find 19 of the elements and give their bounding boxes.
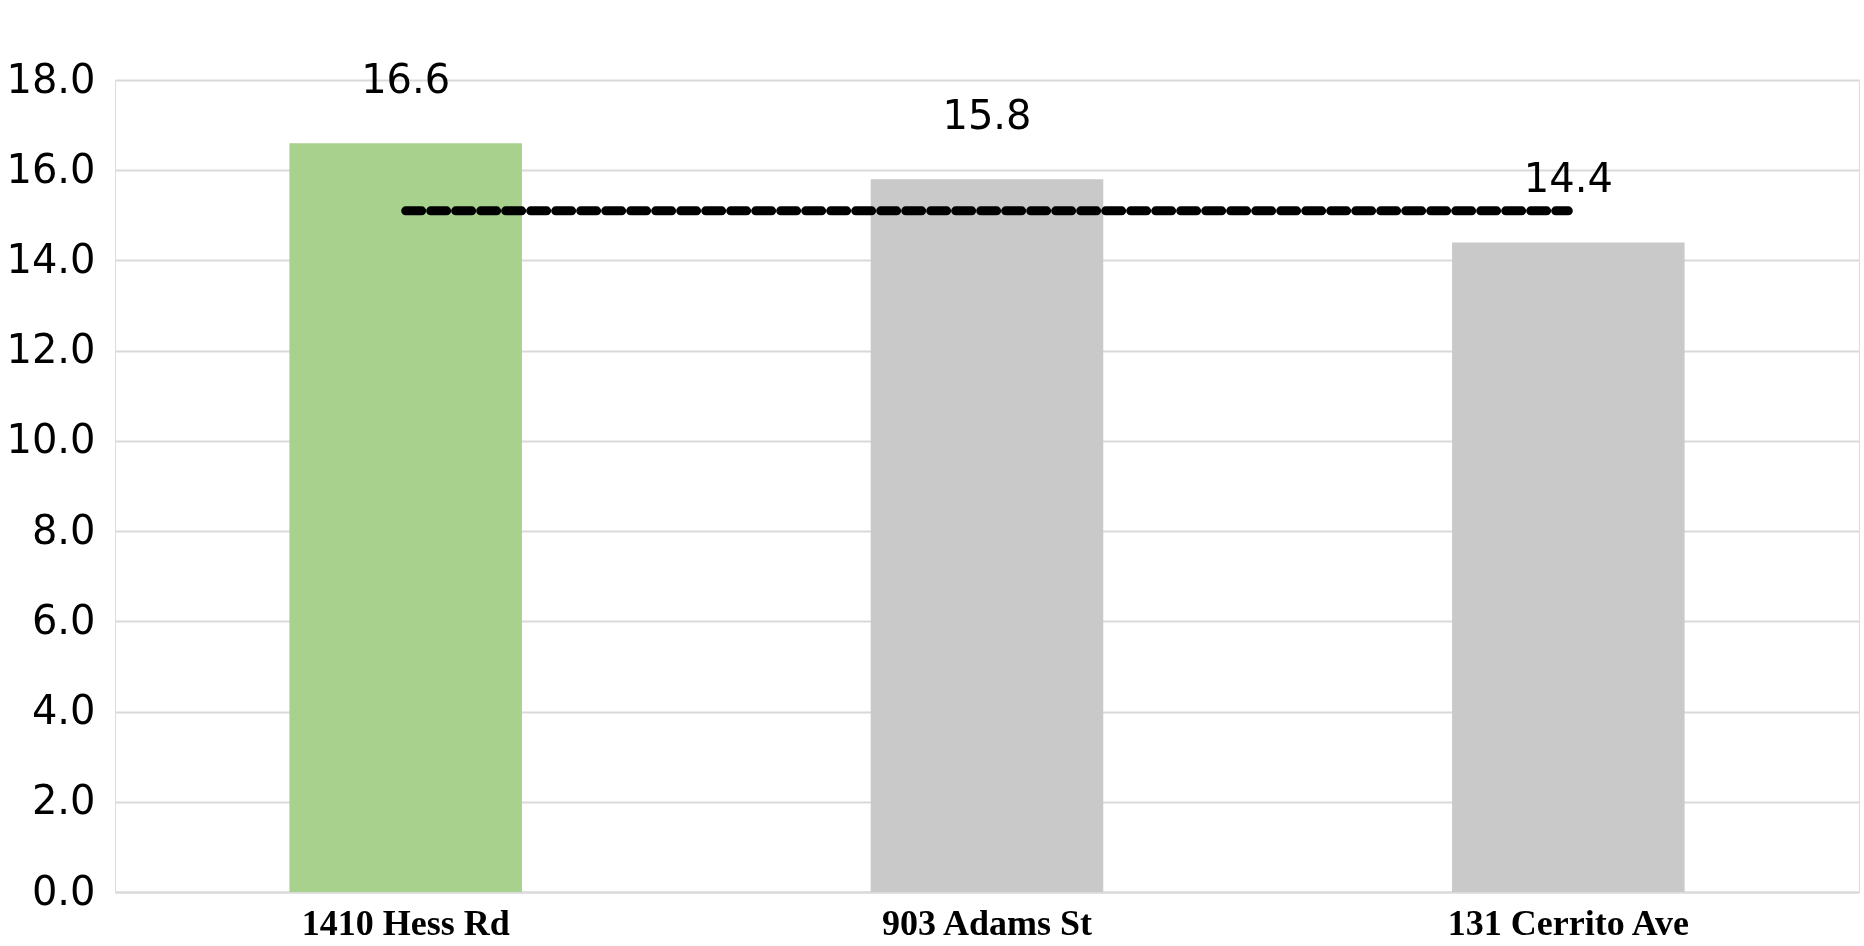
x-tick-label: 1410 Hess Rd bbox=[301, 902, 510, 943]
x-tick-label: 903 Adams St bbox=[881, 902, 1093, 943]
data-label: 14.4 bbox=[1523, 155, 1613, 202]
bar bbox=[870, 179, 1104, 892]
bar bbox=[289, 143, 522, 892]
x-tick-label: 131 Cerrito Ave bbox=[1447, 902, 1689, 943]
y-tick-label: 18.0 bbox=[6, 55, 96, 102]
y-tick-label: 16.0 bbox=[6, 145, 96, 192]
y-tick-label: 12.0 bbox=[6, 326, 96, 373]
data-label: 16.6 bbox=[361, 56, 451, 103]
y-tick-label: 6.0 bbox=[31, 596, 96, 643]
bar bbox=[1452, 242, 1685, 892]
y-tick-label: 14.0 bbox=[6, 235, 96, 282]
y-tick-label: 10.0 bbox=[6, 416, 96, 463]
y-tick-label: 2.0 bbox=[31, 777, 96, 824]
y-tick-label: 8.0 bbox=[31, 506, 96, 553]
data-label: 15.8 bbox=[942, 92, 1032, 139]
y-tick-label: 4.0 bbox=[31, 687, 96, 734]
y-tick-label: 0.0 bbox=[31, 867, 96, 914]
